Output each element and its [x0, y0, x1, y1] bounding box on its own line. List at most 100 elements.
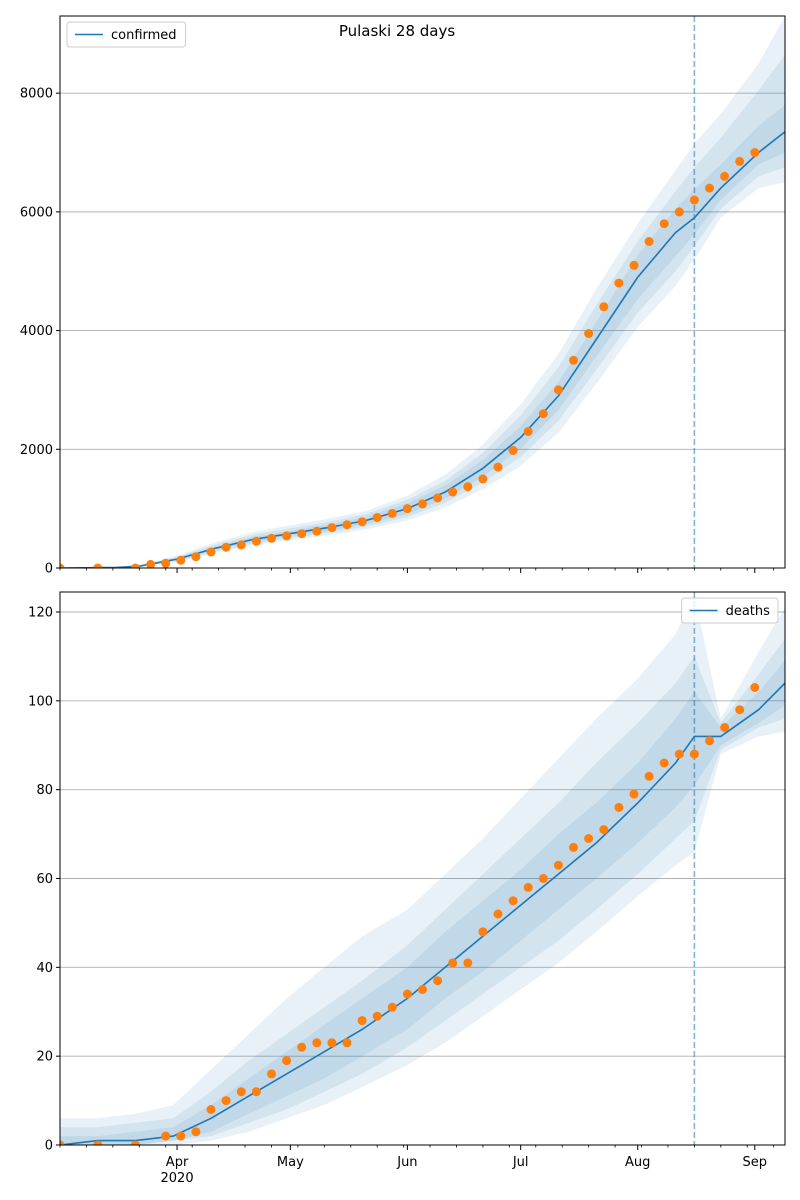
observed-point [614, 802, 624, 812]
y-tick-label: 2000 [20, 443, 53, 458]
y-tick-label: 100 [28, 694, 53, 709]
observed-point [750, 683, 760, 692]
x-tick-label: Sep [743, 1155, 768, 1170]
observed-point [705, 183, 714, 193]
observed-point [478, 927, 488, 937]
observed-point [674, 749, 684, 759]
x-tick-label: Jul [512, 1155, 529, 1170]
deaths-panel: 0 20 40 60 80 100 120 Apr May Jun Jul Aug Sep 2020 dea… [28, 591, 786, 1186]
observed-point [735, 156, 745, 166]
observed-point [478, 474, 488, 484]
observed-point [297, 529, 307, 539]
x-tick-label: Apr [166, 1155, 189, 1170]
plot-area [60, 592, 785, 1145]
observed-point [493, 909, 503, 919]
observed-point [131, 1140, 140, 1145]
observed-point [448, 958, 458, 968]
observed-point [312, 526, 322, 536]
observed-point [267, 1069, 276, 1079]
observed-point [146, 559, 156, 568]
y-tick-label: 0 [45, 1139, 53, 1154]
observed-point [463, 482, 473, 492]
observed-point [584, 329, 594, 338]
observed-point [538, 874, 548, 883]
legend-box [66, 21, 187, 48]
observed-point [191, 552, 201, 562]
observed-point [176, 1131, 186, 1141]
observed-point [93, 563, 103, 568]
observed-point [418, 499, 427, 509]
axes-frame [59, 15, 786, 569]
observed-point [60, 1140, 65, 1145]
x-year-label: 2020 [161, 1171, 194, 1186]
y-tick-label: 60 [36, 872, 53, 887]
confidence-band [60, 594, 785, 1145]
observed-point [553, 860, 563, 870]
y-tick-label: 80 [36, 783, 53, 798]
observed-point [236, 1087, 246, 1097]
x-tick-label: Aug [625, 1155, 650, 1170]
legend-label: deaths [726, 604, 771, 619]
observed-point [221, 1096, 231, 1106]
observed-point [584, 834, 594, 843]
observed-point [674, 207, 684, 217]
y-tick-label: 40 [36, 961, 53, 976]
observed-point [614, 278, 624, 288]
observed-point [523, 882, 533, 892]
observed-point [659, 219, 669, 229]
observed-point [689, 749, 699, 759]
observed-point [161, 558, 171, 568]
observed-point [553, 385, 563, 395]
legend-box [681, 597, 779, 624]
observed-point [267, 533, 276, 543]
observed-point [433, 976, 443, 986]
observed-point [387, 1002, 397, 1012]
observed-point [508, 446, 518, 455]
observed-point [60, 563, 65, 568]
observed-point [282, 531, 292, 541]
observed-point [236, 540, 246, 550]
observed-point [402, 989, 412, 999]
legend: confirmed [66, 21, 187, 48]
observed-point [644, 771, 654, 781]
observed-point [720, 171, 730, 181]
y-tick-label: 0 [45, 562, 53, 577]
observed-point [569, 355, 578, 365]
observed-point [599, 825, 609, 835]
axes-frame [59, 591, 786, 1146]
observed-point [221, 542, 231, 552]
observed-point [297, 1042, 307, 1052]
y-tick-label: 120 [28, 605, 53, 620]
confidence-band [60, 638, 785, 1145]
observed-point [644, 237, 654, 246]
observed-point [629, 789, 639, 799]
plot-area [60, 16, 785, 568]
observed-point [750, 148, 760, 157]
observed-point [342, 520, 352, 530]
observed-point [523, 427, 533, 436]
observed-point [357, 517, 367, 527]
legend: deaths [681, 597, 779, 624]
observed-point [402, 504, 412, 514]
observed-point [342, 1038, 352, 1048]
observed-point [282, 1056, 292, 1066]
y-tick-label: 8000 [20, 87, 53, 102]
y-tick-label: 4000 [20, 324, 53, 339]
observed-point [569, 842, 578, 852]
observed-point [508, 896, 518, 906]
observed-point [161, 1131, 171, 1141]
observed-point [463, 958, 473, 968]
observed-point [191, 1127, 201, 1137]
observed-point [735, 705, 745, 715]
observed-point [448, 487, 458, 497]
observed-point [206, 1105, 216, 1114]
y-tick-label: 6000 [20, 205, 53, 220]
model-line [60, 682, 785, 1145]
model-line [60, 131, 785, 568]
observed-point [327, 523, 337, 533]
observed-point [538, 409, 548, 419]
confidence-band [60, 16, 785, 568]
y-tick-label: 20 [36, 1050, 53, 1065]
observed-point [357, 1016, 367, 1026]
